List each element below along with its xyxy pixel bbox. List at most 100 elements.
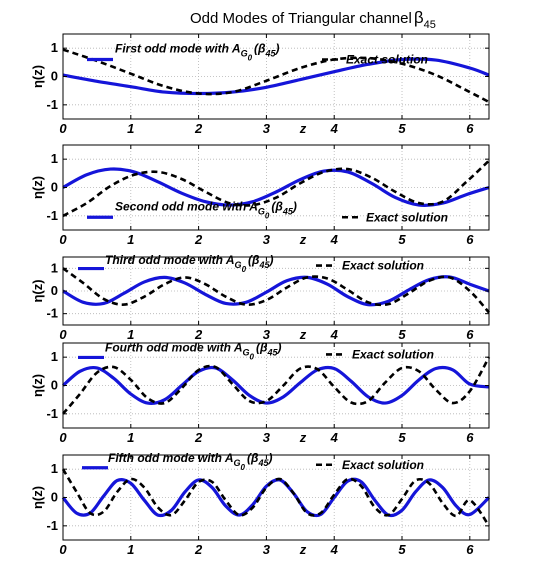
legend-text: First odd mode with A (115, 42, 241, 56)
legend-arg: (β (248, 253, 260, 267)
figure-title-subscript: 45 (424, 19, 436, 31)
series-approx-line (61, 477, 491, 518)
legend-entry-exact: Exact solution (366, 210, 448, 224)
legend-text: Second odd mode with A (115, 199, 258, 213)
legend-entry-approx: Third odd mode with AG0(β45) (105, 253, 273, 274)
legend-close: ) (275, 341, 281, 355)
legend-entry-approx: Fourth odd mode with AG0(β45) (105, 341, 281, 362)
legend-close: ) (274, 42, 280, 56)
legend-arg: (β (247, 451, 259, 465)
x-axis-label: z (299, 121, 307, 136)
y-tick-label: 1 (51, 260, 58, 275)
legend-arg: (β (271, 199, 283, 213)
series-approx-line (62, 275, 490, 307)
legend-arg: (β (254, 42, 266, 56)
y-tick-label: 0 (51, 69, 58, 84)
x-tick-label: 1 (127, 121, 134, 136)
series-exact-line (62, 48, 490, 104)
legend-text: Third odd mode with A (105, 253, 235, 267)
x-tick-label: 2 (194, 430, 203, 445)
x-tick-label: 3 (263, 542, 271, 557)
legend: Third odd mode with AG0(β45) Exact soluti… (78, 253, 424, 274)
legend-subsub: 0 (241, 463, 246, 472)
y-axis-label: η(z) (30, 279, 45, 302)
x-tick-label: 4 (330, 542, 339, 557)
legend-argsub: 45 (257, 458, 269, 468)
series-exact-line (62, 267, 490, 314)
x-tick-label: 5 (398, 542, 406, 557)
x-tick-label: 3 (263, 430, 271, 445)
legend-sub: G (241, 49, 248, 59)
legend-subsub: 0 (248, 54, 253, 63)
x-tick-label: 0 (59, 542, 67, 557)
legend-entry-approx: Fifth odd mode with AG0(β45) (108, 451, 272, 472)
x-tick-label: 6 (466, 327, 474, 342)
legend-sub: G (258, 206, 265, 216)
legend-argsub: 45 (264, 49, 276, 59)
x-tick-label: 0 (59, 121, 67, 136)
figure-title-text: Odd Modes of Triangular channel (190, 10, 412, 27)
x-tick-label: 2 (194, 232, 203, 247)
y-tick-label: 1 (51, 40, 58, 55)
legend: First odd mode with AG0(β45) Exact soluti… (87, 42, 428, 67)
x-tick-label: 3 (263, 327, 271, 342)
legend-subsub: 0 (265, 211, 270, 220)
x-axis-label: z (299, 542, 307, 557)
legend-entry-exact: Exact solution (346, 53, 428, 67)
y-tick-label: 0 (51, 283, 58, 298)
x-tick-label: 5 (398, 430, 406, 445)
legend: Fourth odd mode with AG0(β45) Exact solut… (78, 341, 434, 362)
legend: Fifth odd mode with AG0(β45) Exact soluti… (82, 451, 424, 472)
y-axis-label: η(z) (30, 374, 45, 397)
x-tick-label: 0 (59, 430, 67, 445)
x-axis-label: z (299, 430, 307, 445)
x-axis-label: z (299, 232, 307, 247)
x-tick-label: 6 (466, 430, 474, 445)
x-tick-label: 6 (466, 232, 474, 247)
x-tick-label: 6 (466, 121, 474, 136)
x-tick-label: 2 (194, 542, 203, 557)
y-tick-label: 0 (51, 180, 58, 195)
x-tick-label: 1 (127, 232, 134, 247)
legend-text: Fourth odd mode with A (105, 341, 243, 355)
y-tick-label: 1 (51, 461, 58, 476)
legend: Second odd mode with AG0(β45) Exact solut… (87, 199, 448, 224)
series-approx-line (62, 167, 490, 208)
legend-argsub: 45 (258, 260, 270, 270)
x-tick-label: 1 (127, 542, 134, 557)
x-tick-label: 2 (194, 327, 203, 342)
x-tick-label: 4 (330, 121, 339, 136)
legend-argsub: 45 (266, 348, 278, 358)
x-tick-label: 0 (59, 232, 67, 247)
series-exact-line (61, 468, 491, 527)
x-tick-label: 5 (398, 121, 406, 136)
x-tick-label: 4 (330, 327, 339, 342)
x-tick-label: 3 (263, 232, 271, 247)
y-tick-label: -1 (46, 208, 58, 223)
legend-argsub: 45 (282, 206, 294, 216)
x-tick-label: 4 (330, 430, 339, 445)
legend-entry-approx: Second odd mode with AG0(β45) (115, 199, 297, 220)
legend-sub: G (243, 348, 250, 358)
y-tick-label: -1 (46, 306, 58, 321)
y-axis-label: η(z) (30, 486, 45, 509)
x-tick-label: 4 (330, 232, 339, 247)
legend-entry-exact: Exact solution (342, 259, 424, 273)
legend-sub: G (234, 458, 241, 468)
series-approx-line (61, 365, 490, 405)
legend-arg: (β (256, 341, 268, 355)
legend-subsub: 0 (242, 265, 247, 274)
x-tick-label: 5 (398, 232, 406, 247)
legend-close: ) (267, 253, 273, 267)
series-approx-line (62, 57, 490, 96)
y-tick-label: -1 (46, 406, 58, 421)
y-tick-label: -1 (46, 97, 58, 112)
x-axis-label: z (299, 327, 307, 342)
x-tick-label: 0 (59, 327, 67, 342)
y-axis-label: η(z) (30, 176, 45, 199)
